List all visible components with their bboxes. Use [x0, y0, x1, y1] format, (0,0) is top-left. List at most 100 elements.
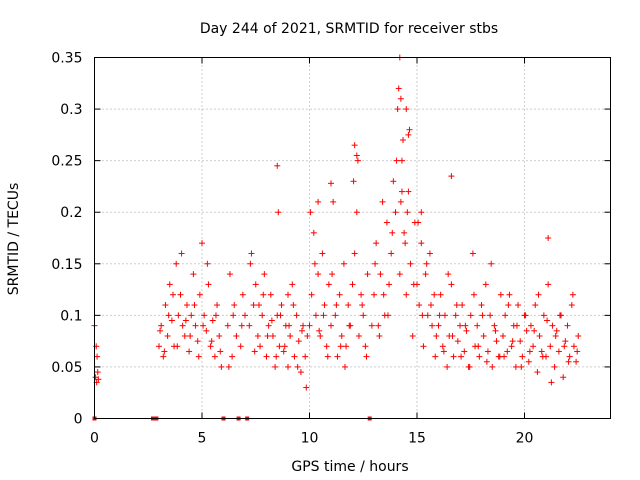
- data-point: [204, 260, 211, 267]
- data-point: [435, 322, 442, 329]
- data-point: [431, 291, 438, 298]
- data-point: [535, 291, 542, 298]
- data-point: [250, 302, 257, 309]
- data-point: [461, 348, 468, 355]
- data-point: [315, 198, 322, 205]
- data-point: [489, 363, 496, 370]
- data-point: [156, 343, 162, 350]
- grid-lines: [94, 57, 611, 419]
- data-point: [254, 332, 261, 339]
- y-tick-label: 0.1: [60, 308, 82, 324]
- data-point: [573, 358, 580, 365]
- data-point: [281, 343, 288, 350]
- data-point: [310, 229, 317, 236]
- data-point: [201, 312, 208, 319]
- data-point: [290, 302, 297, 309]
- data-point: [183, 302, 190, 309]
- data-point: [316, 327, 323, 334]
- data-point: [287, 332, 294, 339]
- data-point: [285, 291, 291, 298]
- data-point: [502, 312, 509, 319]
- data-point: [393, 157, 400, 164]
- data-point: [444, 363, 451, 370]
- data-point: [458, 353, 465, 360]
- data-point: [333, 302, 340, 309]
- data-point: [187, 332, 194, 339]
- data-point: [261, 271, 268, 278]
- data-point: [94, 353, 101, 360]
- data-point: [377, 271, 384, 278]
- data-point: [482, 281, 489, 288]
- data-point: [441, 312, 448, 319]
- data-point: [525, 358, 532, 365]
- data-point: [493, 338, 500, 345]
- data-point: [566, 353, 573, 360]
- data-point: [480, 332, 487, 339]
- data-point: [448, 281, 455, 288]
- data-point: [439, 343, 446, 350]
- data-point: [160, 353, 167, 360]
- data-point: [257, 343, 264, 350]
- data-point: [426, 250, 433, 257]
- data-point: [569, 291, 576, 298]
- data-point: [405, 188, 412, 195]
- data-point: [462, 322, 469, 329]
- plot-frame: [94, 57, 611, 419]
- data-point: [476, 353, 483, 360]
- data-point: [380, 291, 387, 298]
- data-point: [255, 302, 262, 309]
- data-point: [268, 317, 275, 324]
- data-point: [389, 229, 396, 236]
- data-point: [181, 332, 188, 339]
- data-point: [508, 343, 515, 350]
- data-point: [355, 332, 362, 339]
- data-point: [343, 343, 350, 350]
- y-tick-label: 0.25: [51, 154, 82, 170]
- data-point: [568, 302, 575, 309]
- data-point: [192, 322, 199, 329]
- data-point: [199, 240, 205, 247]
- data-point: [225, 363, 232, 370]
- data-point: [251, 348, 258, 355]
- data-point: [500, 332, 506, 339]
- data-point: [205, 281, 212, 288]
- data-point: [487, 312, 494, 319]
- data-point: [200, 322, 207, 329]
- data-point: [368, 322, 375, 329]
- data-point: [459, 302, 466, 309]
- data-point: [324, 353, 331, 360]
- data-point: [194, 338, 201, 345]
- data-point: [384, 312, 391, 319]
- data-point: [372, 260, 379, 267]
- data-point: [561, 343, 568, 350]
- data-point: [457, 322, 463, 329]
- data-point: [512, 363, 519, 370]
- data-point: [196, 291, 203, 298]
- data-point: [259, 312, 266, 319]
- data-point: [405, 131, 412, 138]
- data-point: [338, 332, 345, 339]
- data-point: [311, 260, 318, 267]
- data-point: [386, 281, 393, 288]
- data-point: [362, 343, 369, 350]
- data-point: [564, 322, 571, 329]
- data-point: [440, 348, 447, 355]
- data-point: [297, 369, 304, 376]
- data-point: [547, 343, 554, 350]
- data-point: [263, 353, 270, 360]
- data-point: [233, 332, 240, 339]
- data-point: [289, 281, 296, 288]
- data-point: [531, 327, 538, 334]
- data-point: [162, 302, 169, 309]
- data-point: [242, 312, 248, 319]
- data-point: [395, 85, 402, 92]
- data-point: [332, 312, 339, 319]
- data-point: [397, 95, 404, 102]
- data-point: [349, 281, 356, 288]
- x-axis-label: GPS time / hours: [291, 459, 408, 475]
- y-tick-labels: 0 0.05 0.1 0.15 0.2 0.25 0.3 0.35: [51, 51, 82, 428]
- data-point: [302, 353, 309, 360]
- data-point: [419, 312, 426, 319]
- data-point: [574, 348, 581, 355]
